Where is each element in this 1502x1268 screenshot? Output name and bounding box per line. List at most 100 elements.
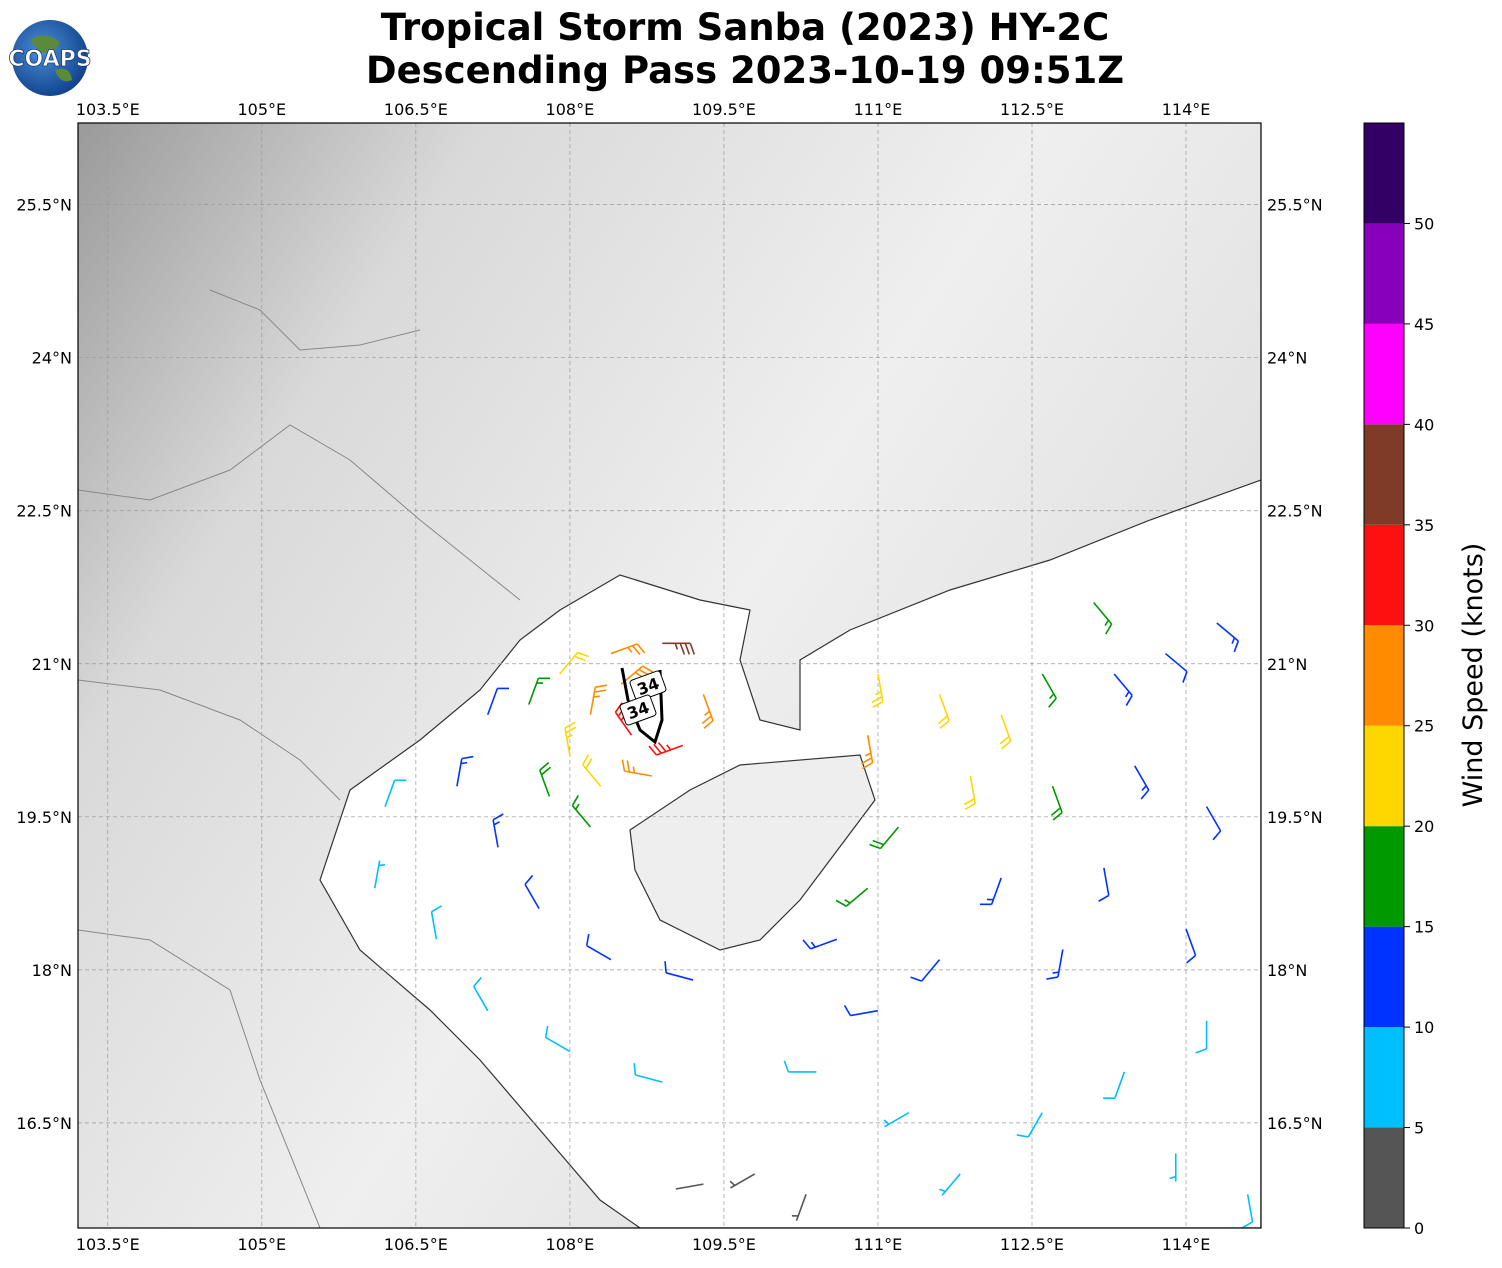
x-tick-label: 111°E <box>854 1235 903 1254</box>
colorbar-tick-label: 50 <box>1414 214 1434 233</box>
wind-barb <box>1185 928 1197 964</box>
label-box <box>629 670 667 702</box>
wind-barb <box>648 742 684 756</box>
logo: COAPS <box>8 20 92 96</box>
wind-barb <box>835 887 869 907</box>
wind-barb <box>539 761 551 797</box>
x-tick-label: 108°E <box>546 100 595 119</box>
y-tick-label: 24°N <box>1267 349 1307 368</box>
wind-barb <box>861 735 874 770</box>
wind-barb <box>1205 806 1222 841</box>
x-tick-label: 114°E <box>1162 1235 1211 1254</box>
wind-barb <box>1092 602 1113 635</box>
wind-barb <box>963 775 977 811</box>
wind-radius-arc <box>620 667 664 745</box>
wind-barb <box>373 860 386 889</box>
wind-barb <box>701 694 714 729</box>
colorbar-tick-label: 15 <box>1414 918 1434 937</box>
wind-barb <box>633 1063 663 1083</box>
wind-barb <box>524 874 540 910</box>
colorbar-segment <box>1364 826 1404 927</box>
wind-barb <box>675 1183 704 1190</box>
chart-title: Tropical Storm Sanba (2023) HY-2C <box>381 6 1109 49</box>
wind-barb <box>571 795 592 828</box>
wind-barb <box>430 905 443 940</box>
hainan <box>629 754 876 951</box>
y-tick-label: 24°N <box>32 349 72 368</box>
y-tick-label: 16.5°N <box>16 1114 72 1133</box>
colorbar-segment <box>1364 725 1404 827</box>
x-tick-label: 109.5°E <box>692 1235 756 1254</box>
wind-barb <box>614 702 633 736</box>
x-tick-label: 103.5°E <box>76 100 140 119</box>
wind-barb <box>664 961 694 981</box>
y-tick-label: 25.5°N <box>16 196 72 215</box>
colorbar-tick-label: 40 <box>1414 415 1434 434</box>
border <box>78 289 521 1228</box>
map-frame <box>77 122 1262 1229</box>
colorbar-tick-label: 45 <box>1414 315 1434 334</box>
x-tick-label: 112.5°E <box>1000 1235 1064 1254</box>
wind-barb <box>910 959 941 982</box>
wind-barb <box>585 933 612 961</box>
wind-barb <box>589 684 607 715</box>
wind-barb <box>1133 765 1150 800</box>
wind-barb <box>939 1173 961 1196</box>
wind-barb <box>621 759 653 777</box>
y-tick-label: 18°N <box>1267 961 1307 980</box>
y-tick-label: 19.5°N <box>16 808 72 827</box>
wind-barb <box>1041 673 1057 708</box>
y-tick-label: 22.5°N <box>1267 502 1323 521</box>
wind-barb <box>791 1194 807 1221</box>
colorbar-tick-label: 20 <box>1414 817 1434 836</box>
wind-barb <box>1195 1020 1208 1054</box>
colorbar-tick-label: 35 <box>1414 516 1434 535</box>
y-tick-label: 19.5°N <box>1267 808 1323 827</box>
colorbar-segment <box>1364 123 1404 224</box>
wind-barb <box>544 1025 571 1053</box>
wind-barb <box>843 1005 879 1017</box>
chart-subtitle: Descending Pass 2023-10-19 09:51Z <box>366 49 1124 92</box>
colorbar-tick-label: 30 <box>1414 616 1434 635</box>
wind-barb <box>1103 1071 1126 1099</box>
wind-barb <box>979 877 1002 906</box>
colorbar-segment <box>1364 223 1404 324</box>
colorbar-segment <box>1364 524 1404 626</box>
wind-barb <box>883 1112 910 1128</box>
colorbar-segment <box>1364 323 1404 425</box>
wind-barb <box>1169 1153 1177 1182</box>
wind-barb <box>871 673 884 709</box>
colorbar-tick-label: 25 <box>1414 717 1434 736</box>
wind-barb <box>662 642 696 655</box>
colorbar-tick-label: 10 <box>1414 1018 1434 1037</box>
x-tick-label: 108°E <box>546 1235 595 1254</box>
y-tick-label: 22.5°N <box>16 502 72 521</box>
colorbar-label: Wind Speed (knots) <box>1458 543 1489 808</box>
wind-barb <box>582 754 602 787</box>
y-tick-label: 18°N <box>32 961 72 980</box>
x-tick-label: 111°E <box>854 100 903 119</box>
wind-barb <box>564 721 577 756</box>
wind-barb <box>1164 652 1188 683</box>
colorbar-segment <box>1364 625 1404 726</box>
wind-barb <box>729 1173 756 1189</box>
y-tick-label: 21°N <box>32 655 72 674</box>
logo-land <box>30 35 72 82</box>
x-tick-label: 105°E <box>237 100 286 119</box>
x-tick-label: 106.5°E <box>384 1235 448 1254</box>
wind-barb <box>1241 1194 1254 1228</box>
wind-barb <box>1046 949 1064 980</box>
x-tick-label: 112.5°E <box>1000 100 1064 119</box>
x-tick-label: 109.5°E <box>692 100 756 119</box>
wind-barb <box>492 813 504 848</box>
wind-barb <box>1216 622 1240 653</box>
wind-barb <box>869 826 900 850</box>
wind-barb <box>1050 785 1063 821</box>
wind-barb <box>783 1060 817 1073</box>
y-tick-label: 16.5°N <box>1267 1114 1323 1133</box>
colorbar-segment <box>1364 926 1404 1028</box>
wind-barb <box>384 779 407 807</box>
wind-barb <box>610 643 646 656</box>
x-tick-label: 106.5°E <box>384 100 448 119</box>
